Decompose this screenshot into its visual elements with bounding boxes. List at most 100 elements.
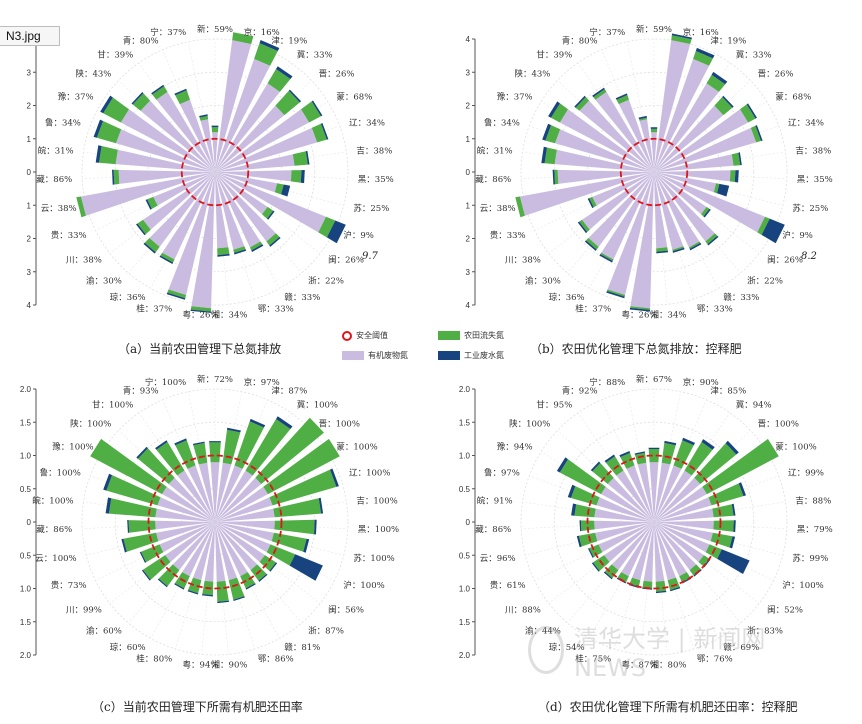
bar-organic-7 (215, 508, 275, 522)
province-label-22: 云：38% (480, 204, 516, 214)
bar-farmland-26 (551, 103, 568, 123)
bar-farmland-14 (233, 246, 246, 253)
grid (81, 38, 349, 306)
province-label-8: 黑：79% (797, 525, 833, 535)
bar-industrial-8 (733, 520, 736, 533)
bar-industrial-28 (151, 84, 165, 95)
axis-tick-label: 1 (466, 201, 471, 210)
bar-farmland-13 (240, 572, 256, 589)
bar-organic-19 (172, 522, 215, 571)
bar-industrial-14 (234, 249, 247, 255)
bar-industrial-20 (136, 223, 146, 236)
bar-farmland-4 (714, 97, 733, 116)
bar-industrial-3 (701, 439, 715, 450)
bar-industrial-0 (211, 125, 219, 128)
province-label-25: 鲁：34% (484, 117, 520, 128)
bar-industrial-21 (588, 548, 594, 558)
polar-chart-c: 0 0.5 0.5 1.0 1.0 1.5 1.5 2.0 2.0 新：72% 京：97%津：87%… (20, 374, 399, 670)
bar-industrial-27 (131, 92, 144, 105)
bar-farmland-8 (274, 519, 315, 535)
bar-industrial-6 (738, 482, 746, 497)
province-label-0: 新：59% (197, 24, 233, 35)
bar-industrial-7 (731, 503, 736, 516)
province-label-5: 蒙：100% (775, 441, 816, 452)
bar-industrial-17 (166, 292, 186, 300)
bar-organic-15 (654, 172, 668, 249)
bar-industrial-23 (579, 520, 582, 532)
bar-farmland-23 (554, 169, 559, 185)
bar-industrial-14 (233, 596, 245, 601)
bar-industrial-7 (738, 152, 742, 166)
province-label-8: 黑：100% (358, 525, 399, 535)
bar-organic-8 (654, 520, 714, 530)
category-labels: 新：67% 京：90%津：85% 冀：94% 晋：100% 蒙：100% 辽：99% 吉：8… (475, 374, 832, 670)
threshold-circle (147, 454, 283, 590)
bar-industrial-27 (574, 95, 586, 108)
file-name-tab[interactable]: N3.jpg (0, 26, 60, 46)
bars (76, 32, 346, 313)
bar-farmland-1 (232, 32, 254, 44)
bar-farmland-9 (274, 183, 284, 195)
bar-farmland-8 (713, 520, 734, 532)
province-label-2: 津：19% (271, 36, 307, 47)
bar-industrial-29 (619, 451, 631, 458)
bar-organic-0 (210, 462, 220, 522)
caption-a: （a）当前农田管理下总氮排放 (118, 342, 282, 356)
province-label-24: 皖：91% (477, 495, 513, 506)
province-label-30: 宁：100% (145, 377, 186, 388)
axis-tick-label: 0 (466, 518, 471, 527)
bar-organic-23 (155, 520, 215, 530)
bar-farmland-3 (267, 69, 291, 92)
legend-farmland: 农田流失氮 (438, 330, 504, 341)
province-label-27: 陕：100% (70, 419, 111, 430)
bar-industrial-24 (105, 497, 112, 514)
bar-farmland-11 (698, 555, 710, 567)
province-label-25: 鲁：34% (45, 117, 81, 128)
bar-organic-13 (654, 172, 700, 248)
province-label-4: 晋：26% (758, 70, 794, 80)
bar-industrial-24 (95, 145, 102, 163)
category-labels: 新：59% 京：16%津：19% 冀：33% 晋：26% 蒙：68% 辽：34% 吉：38%… (36, 24, 393, 320)
bar-farmland-13 (249, 241, 263, 251)
bar-industrial-4 (725, 440, 739, 455)
bar-organic-12 (215, 172, 276, 242)
bar-farmland-24 (108, 498, 157, 518)
bar-organic-20 (143, 172, 215, 230)
bar-farmland-10 (757, 216, 770, 235)
province-label-23: 藏：86% (475, 524, 511, 535)
bar-organic-9 (654, 522, 713, 542)
province-label-13: 赣：81% (284, 642, 320, 653)
bar-organic-20 (582, 172, 654, 230)
bar-organic-22 (519, 172, 654, 216)
bar-farmland-24 (544, 147, 557, 165)
bar-farmland-25 (545, 125, 561, 144)
bar-industrial-13 (245, 583, 256, 590)
bar-farmland-27 (592, 463, 614, 484)
legend-industrial: 工业废水氮 (438, 350, 504, 361)
bar-industrial-10 (761, 218, 785, 244)
bar-industrial-3 (276, 416, 293, 429)
province-label-3: 冀：100% (297, 400, 338, 411)
axis-tick-label: 0.5 (20, 551, 32, 560)
province-label-6: 辽：34% (788, 118, 824, 128)
bar-organic-19 (588, 172, 654, 247)
bar-organic-26 (601, 486, 654, 522)
bar-farmland-29 (175, 440, 196, 469)
province-label-27: 陕：43% (514, 69, 550, 80)
bar-organic-26 (120, 109, 215, 172)
province-label-2: 津：85% (710, 386, 746, 397)
axis-tick-label: 2 (466, 235, 471, 244)
axis-tick-label: 3 (27, 268, 32, 277)
bar-organic-4 (215, 105, 285, 172)
bar-farmland-24 (574, 504, 596, 518)
bar-farmland-18 (600, 252, 614, 261)
province-label-26: 豫：100% (52, 441, 93, 452)
bar-organic-14 (654, 172, 684, 250)
bar-organic-19 (611, 522, 654, 571)
bar-industrial-23 (552, 169, 555, 185)
bar-organic-1 (215, 40, 252, 172)
bar-organic-18 (182, 522, 215, 577)
bar-farmland-28 (152, 86, 168, 100)
bar-industrial-8 (300, 170, 305, 184)
bar-organic-5 (215, 486, 268, 522)
